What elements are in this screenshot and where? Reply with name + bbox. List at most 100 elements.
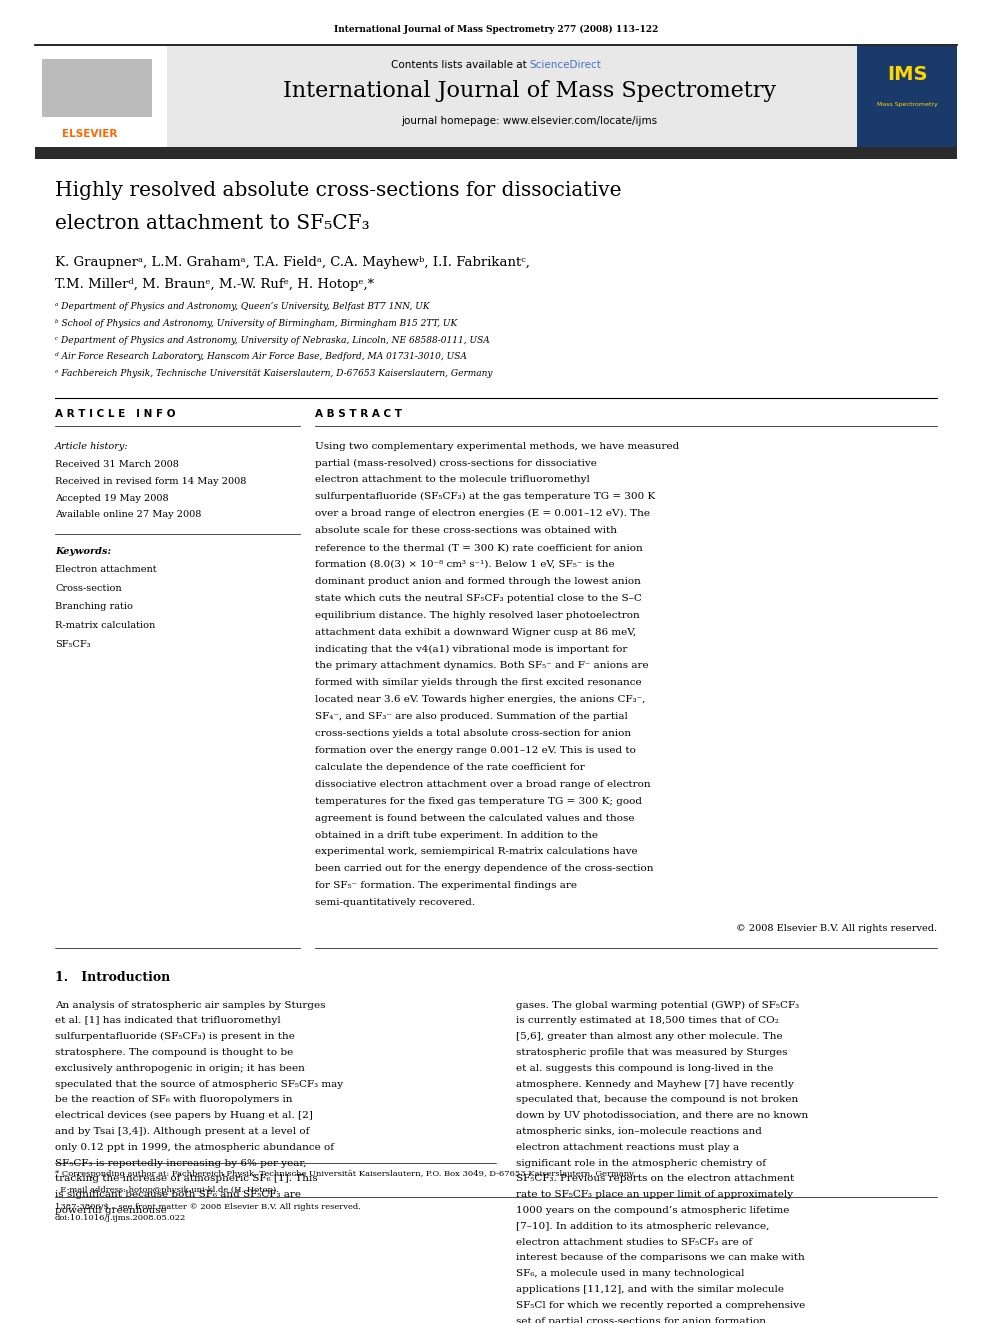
Text: obtained in a drift tube experiment. In addition to the: obtained in a drift tube experiment. In … xyxy=(315,831,598,840)
Text: equilibrium distance. The highly resolved laser photoelectron: equilibrium distance. The highly resolve… xyxy=(315,611,640,619)
Text: the primary attachment dynamics. Both SF₅⁻ and F⁻ anions are: the primary attachment dynamics. Both SF… xyxy=(315,662,649,671)
Text: 1387-3806/$ – see front matter © 2008 Elsevier B.V. All rights reserved.: 1387-3806/$ – see front matter © 2008 El… xyxy=(55,1203,361,1211)
Text: calculate the dependence of the rate coefficient for: calculate the dependence of the rate coe… xyxy=(315,763,584,771)
Text: Branching ratio: Branching ratio xyxy=(55,602,133,611)
Text: Using two complementary experimental methods, we have measured: Using two complementary experimental met… xyxy=(315,442,680,451)
Text: A B S T R A C T: A B S T R A C T xyxy=(315,410,402,419)
Text: down by UV photodissociation, and there are no known: down by UV photodissociation, and there … xyxy=(516,1111,808,1121)
Text: powerful greenhouse: powerful greenhouse xyxy=(55,1207,167,1215)
Text: ᵉ Fachbereich Physik, Technische Universität Kaiserslautern, D-67653 Kaiserslaut: ᵉ Fachbereich Physik, Technische Univers… xyxy=(55,369,492,378)
Text: speculated that the source of atmospheric SF₅CF₃ may: speculated that the source of atmospheri… xyxy=(55,1080,343,1089)
Text: journal homepage: www.elsevier.com/locate/ijms: journal homepage: www.elsevier.com/locat… xyxy=(402,116,658,126)
Text: attachment data exhibit a downward Wigner cusp at 86 meV,: attachment data exhibit a downward Wigne… xyxy=(315,627,636,636)
Text: T.M. Millerᵈ, M. Braunᵉ, M.-W. Rufᵉ, H. Hotopᵉ,*: T.M. Millerᵈ, M. Braunᵉ, M.-W. Rufᵉ, H. … xyxy=(55,278,374,291)
Text: rate to SF₅CF₃ place an upper limit of approximately: rate to SF₅CF₃ place an upper limit of a… xyxy=(516,1191,794,1199)
Text: be the reaction of SF₆ with fluoropolymers in: be the reaction of SF₆ with fluoropolyme… xyxy=(55,1095,293,1105)
Text: Electron attachment: Electron attachment xyxy=(55,565,157,574)
Text: located near 3.6 eV. Towards higher energies, the anions CF₃⁻,: located near 3.6 eV. Towards higher ener… xyxy=(315,696,646,704)
Text: state which cuts the neutral SF₅CF₃ potential close to the S–C: state which cuts the neutral SF₅CF₃ pote… xyxy=(315,594,642,603)
Text: Article history:: Article history: xyxy=(55,442,129,451)
Text: electrical devices (see papers by Huang et al. [2]: electrical devices (see papers by Huang … xyxy=(55,1111,312,1121)
Text: significant role in the atmospheric chemistry of: significant role in the atmospheric chem… xyxy=(516,1159,766,1168)
Text: [5,6], greater than almost any other molecule. The: [5,6], greater than almost any other mol… xyxy=(516,1032,783,1041)
Text: reference to the thermal (T = 300 K) rate coefficient for anion: reference to the thermal (T = 300 K) rat… xyxy=(315,542,643,552)
Text: absolute scale for these cross-sections was obtained with: absolute scale for these cross-sections … xyxy=(315,527,617,534)
Text: SF₅CF₃ is reportedly increasing by 6% per year,: SF₅CF₃ is reportedly increasing by 6% pe… xyxy=(55,1159,307,1168)
Text: only 0.12 ppt in 1999, the atmospheric abundance of: only 0.12 ppt in 1999, the atmospheric a… xyxy=(55,1143,334,1152)
Text: SF₅CF₃: SF₅CF₃ xyxy=(55,639,90,648)
Text: * Corresponding author at: Fachbereich Physik, Technische Universität Kaiserslau: * Corresponding author at: Fachbereich P… xyxy=(55,1170,635,1177)
Text: Highly resolved absolute cross-sections for dissociative: Highly resolved absolute cross-sections … xyxy=(55,181,622,200)
Text: stratosphere. The compound is thought to be: stratosphere. The compound is thought to… xyxy=(55,1048,294,1057)
Text: sulfurpentafluoride (SF₅CF₃) at the gas temperature TG = 300 K: sulfurpentafluoride (SF₅CF₃) at the gas … xyxy=(315,492,656,501)
Text: Accepted 19 May 2008: Accepted 19 May 2008 xyxy=(55,493,169,503)
Text: formed with similar yields through the first excited resonance: formed with similar yields through the f… xyxy=(315,679,642,688)
Text: ᵈ Air Force Research Laboratory, Hanscom Air Force Base, Bedford, MA 01731-3010,: ᵈ Air Force Research Laboratory, Hanscom… xyxy=(55,352,467,361)
Text: ELSEVIER: ELSEVIER xyxy=(62,128,118,139)
Text: is currently estimated at 18,500 times that of CO₂: is currently estimated at 18,500 times t… xyxy=(516,1016,779,1025)
Text: © 2008 Elsevier B.V. All rights reserved.: © 2008 Elsevier B.V. All rights reserved… xyxy=(736,925,937,934)
Text: International Journal of Mass Spectrometry 277 (2008) 113–122: International Journal of Mass Spectromet… xyxy=(334,25,658,34)
Text: ᶜ Department of Physics and Astronomy, University of Nebraska, Lincoln, NE 68588: ᶜ Department of Physics and Astronomy, U… xyxy=(55,336,490,344)
Text: 1000 years on the compound’s atmospheric lifetime: 1000 years on the compound’s atmospheric… xyxy=(516,1207,790,1215)
Text: A R T I C L E   I N F O: A R T I C L E I N F O xyxy=(55,410,176,419)
Text: electron attachment to the molecule trifluoromethyl: electron attachment to the molecule trif… xyxy=(315,475,590,484)
Text: SF₆, a molecule used in many technological: SF₆, a molecule used in many technologic… xyxy=(516,1269,745,1278)
Text: Cross-section: Cross-section xyxy=(55,583,122,593)
Text: Received in revised form 14 May 2008: Received in revised form 14 May 2008 xyxy=(55,476,246,486)
Text: dominant product anion and formed through the lowest anion: dominant product anion and formed throug… xyxy=(315,577,641,586)
Text: speculated that, because the compound is not broken: speculated that, because the compound is… xyxy=(516,1095,799,1105)
Text: doi:10.1016/j.ijms.2008.05.022: doi:10.1016/j.ijms.2008.05.022 xyxy=(55,1215,186,1222)
Text: Available online 27 May 2008: Available online 27 May 2008 xyxy=(55,511,201,520)
Text: dissociative electron attachment over a broad range of electron: dissociative electron attachment over a … xyxy=(315,779,651,789)
Text: Keywords:: Keywords: xyxy=(55,546,111,556)
Text: electron attachment reactions must play a: electron attachment reactions must play … xyxy=(516,1143,739,1152)
Text: ScienceDirect: ScienceDirect xyxy=(530,60,601,70)
Text: Mass Spectrometry: Mass Spectrometry xyxy=(877,102,937,107)
Text: An analysis of stratospheric air samples by Sturges: An analysis of stratospheric air samples… xyxy=(55,1000,325,1009)
Text: experimental work, semiempirical R-matrix calculations have: experimental work, semiempirical R-matri… xyxy=(315,848,638,856)
Text: 1.   Introduction: 1. Introduction xyxy=(55,971,171,984)
Text: is significant because both SF₆ and SF₅CF₃ are: is significant because both SF₆ and SF₅C… xyxy=(55,1191,301,1199)
Text: for SF₅⁻ formation. The experimental findings are: for SF₅⁻ formation. The experimental fin… xyxy=(315,881,577,890)
Text: and by Tsai [3,4]). Although present at a level of: and by Tsai [3,4]). Although present at … xyxy=(55,1127,310,1136)
Text: et al. [1] has indicated that trifluoromethyl: et al. [1] has indicated that trifluorom… xyxy=(55,1016,281,1025)
Text: International Journal of Mass Spectrometry: International Journal of Mass Spectromet… xyxy=(283,81,776,102)
Text: et al. suggests this compound is long-lived in the: et al. suggests this compound is long-li… xyxy=(516,1064,774,1073)
Text: sulfurpentafluoride (SF₅CF₃) is present in the: sulfurpentafluoride (SF₅CF₃) is present … xyxy=(55,1032,295,1041)
Text: semi-quantitatively recovered.: semi-quantitatively recovered. xyxy=(315,898,475,908)
Text: K. Graupnerᵃ, L.M. Grahamᵃ, T.A. Fieldᵃ, C.A. Mayhewᵇ, I.I. Fabrikantᶜ,: K. Graupnerᵃ, L.M. Grahamᵃ, T.A. Fieldᵃ,… xyxy=(55,257,530,270)
Text: stratospheric profile that was measured by Sturges: stratospheric profile that was measured … xyxy=(516,1048,788,1057)
Text: R-matrix calculation: R-matrix calculation xyxy=(55,620,156,630)
Text: SF₅Cl for which we recently reported a comprehensive: SF₅Cl for which we recently reported a c… xyxy=(516,1301,806,1310)
Bar xyxy=(35,46,167,147)
Text: partial (mass-resolved) cross-sections for dissociative: partial (mass-resolved) cross-sections f… xyxy=(315,459,597,467)
Text: over a broad range of electron energies (E = 0.001–12 eV). The: over a broad range of electron energies … xyxy=(315,509,650,519)
Text: ᵃ Department of Physics and Astronomy, Queen’s University, Belfast BT7 1NN, UK: ᵃ Department of Physics and Astronomy, Q… xyxy=(55,302,430,311)
Text: cross-sections yields a total absolute cross-section for anion: cross-sections yields a total absolute c… xyxy=(315,729,631,738)
Bar xyxy=(35,147,957,159)
Text: [7–10]. In addition to its atmospheric relevance,: [7–10]. In addition to its atmospheric r… xyxy=(516,1222,770,1230)
Text: SF₅CF₃. Previous reports on the electron attachment: SF₅CF₃. Previous reports on the electron… xyxy=(516,1175,795,1184)
Text: set of partial cross-sections for anion formation: set of partial cross-sections for anion … xyxy=(516,1316,766,1323)
Text: applications [11,12], and with the similar molecule: applications [11,12], and with the simil… xyxy=(516,1285,784,1294)
Text: been carried out for the energy dependence of the cross-section: been carried out for the energy dependen… xyxy=(315,864,654,873)
Text: temperatures for the fixed gas temperature TG = 300 K; good: temperatures for the fixed gas temperatu… xyxy=(315,796,642,806)
Text: electron attachment to SF₅CF₃: electron attachment to SF₅CF₃ xyxy=(55,213,370,233)
Text: ᵇ School of Physics and Astronomy, University of Birmingham, Birmingham B15 2TT,: ᵇ School of Physics and Astronomy, Unive… xyxy=(55,319,457,328)
Text: tracking the increase of atmospheric SF₆ [1]. This: tracking the increase of atmospheric SF₆… xyxy=(55,1175,317,1184)
Text: indicating that the v4(a1) vibrational mode is important for: indicating that the v4(a1) vibrational m… xyxy=(315,644,627,654)
Text: exclusively anthropogenic in origin; it has been: exclusively anthropogenic in origin; it … xyxy=(55,1064,305,1073)
Text: E-mail address: hotop@physik.uni-kl.de (H. Hotop).: E-mail address: hotop@physik.uni-kl.de (… xyxy=(55,1187,279,1195)
Text: Contents lists available at: Contents lists available at xyxy=(391,60,530,70)
Bar xyxy=(42,60,152,118)
Text: gases. The global warming potential (GWP) of SF₅CF₃: gases. The global warming potential (GWP… xyxy=(516,1000,800,1009)
Text: formation over the energy range 0.001–12 eV. This is used to: formation over the energy range 0.001–12… xyxy=(315,746,636,755)
Bar xyxy=(35,46,957,147)
Text: IMS: IMS xyxy=(887,65,928,83)
Bar xyxy=(857,46,957,147)
Text: Received 31 March 2008: Received 31 March 2008 xyxy=(55,460,179,470)
Text: atmospheric sinks, ion–molecule reactions and: atmospheric sinks, ion–molecule reaction… xyxy=(516,1127,762,1136)
Text: formation (8.0(3) × 10⁻⁸ cm³ s⁻¹). Below 1 eV, SF₅⁻ is the: formation (8.0(3) × 10⁻⁸ cm³ s⁻¹). Below… xyxy=(315,560,615,569)
Text: agreement is found between the calculated values and those: agreement is found between the calculate… xyxy=(315,814,635,823)
